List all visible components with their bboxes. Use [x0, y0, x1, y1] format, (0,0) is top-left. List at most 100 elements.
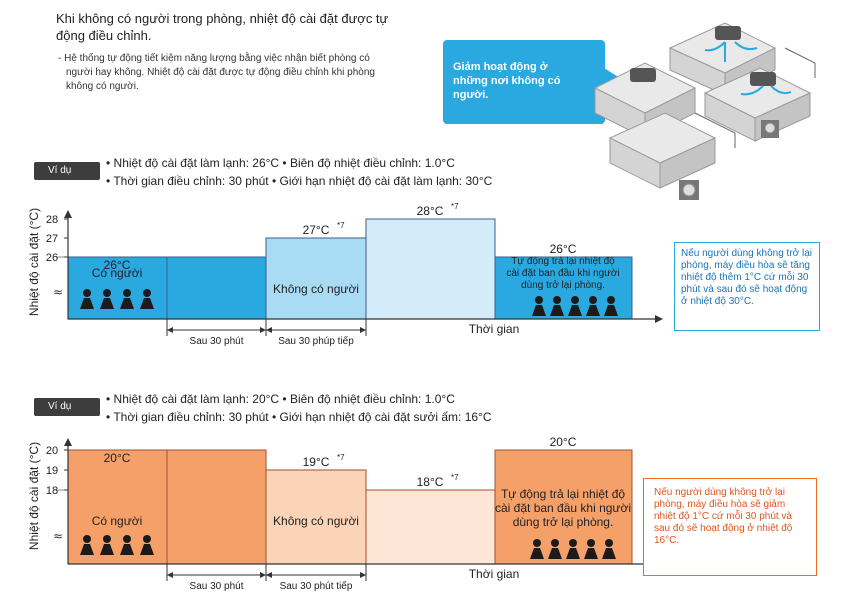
- interval-2-label: Sau 30 phúp tiếp: [278, 335, 354, 347]
- segment-3: [265, 237, 367, 320]
- example-1-line-2: • Thời gian điều chỉnh: 30 phút • Giới h…: [106, 174, 493, 188]
- person-right-2-head: [553, 296, 561, 304]
- example-1-note: Nếu người dùng không trở lại phòng, máy …: [674, 242, 820, 331]
- person-left-2-head: [103, 289, 111, 297]
- example-1-tag: Ví dụ: [34, 162, 100, 180]
- y-tick-label-20: 20: [46, 445, 58, 457]
- segment-2: [166, 449, 267, 565]
- segment-2: [166, 256, 267, 320]
- person-right-4-head: [587, 539, 595, 547]
- y-axis-label: Nhiệt độ cài đặt (°C): [27, 208, 41, 316]
- segment-4-label: 18°C: [417, 475, 444, 489]
- interval-1-label: Sau 30 phút: [190, 581, 244, 592]
- region-return-label-line-3: dùng trở lại phòng.: [513, 515, 614, 529]
- person-left-3-head: [123, 535, 131, 543]
- person-left-4-head: [143, 289, 151, 297]
- example-2-line-1: • Nhiệt độ cài đặt làm lạnh: 20°C • Biên…: [106, 392, 455, 406]
- region-vacant-label: Không có người: [273, 282, 359, 296]
- person-right-5-head: [605, 539, 613, 547]
- person-right-3-head: [571, 296, 579, 304]
- segment-1-label: 26°C: [104, 258, 131, 272]
- example-1-line-1: • Nhiệt độ cài đặt làm lạnh: 26°C • Biên…: [106, 156, 455, 170]
- region-return-label-line-2: cài đặt ban đầu khi người: [495, 501, 631, 515]
- person-right-1-body: [532, 305, 546, 316]
- segment-4: [365, 489, 496, 565]
- callout-text: Giảm hoạt động ở những nơi không có ngườ…: [453, 61, 561, 101]
- person-left-1-body: [80, 298, 94, 309]
- person-left-4-head: [143, 535, 151, 543]
- region-return-label-line-1: Tự động trả lại nhiệt độ: [501, 487, 625, 501]
- person-right-3-body: [566, 548, 580, 559]
- person-right-5-head: [607, 296, 615, 304]
- interval-2-arrow-start: [266, 572, 272, 578]
- region-vacant-label: Không có người: [273, 514, 359, 528]
- y-axis-arrow: [64, 210, 72, 218]
- segment-5-label: 20°C: [550, 435, 577, 449]
- x-axis-label: Thời gian: [469, 322, 520, 336]
- intro-note: - Hệ thống tự động tiết kiệm năng lượng …: [58, 53, 375, 92]
- person-left-2-head: [103, 535, 111, 543]
- interval-2-arrow-start: [266, 327, 272, 333]
- segment-3: [265, 469, 367, 565]
- person-left-4-body: [140, 544, 154, 555]
- x-axis-label: Thời gian: [469, 567, 520, 581]
- segment-3-label: 19°C: [303, 455, 330, 469]
- region-occupied-label: Có người: [92, 514, 143, 528]
- segment-3-footnote: *7: [337, 221, 345, 230]
- person-left-2-body: [100, 544, 114, 555]
- axis-break: ≈: [53, 285, 63, 299]
- chart-cooling: Nhiệt độ cài đặt (°C) 26 27 28 ≈26°C 27°C *7 28…: [27, 202, 663, 347]
- y-axis-arrow: [64, 438, 72, 446]
- callout-box: Giảm hoạt động ở những nơi không có ngườ…: [443, 40, 605, 124]
- region-return-label-line-2: cài đặt ban đầu khi người: [506, 267, 619, 279]
- person-right-5-body: [602, 548, 616, 559]
- person-left-2-body: [100, 298, 114, 309]
- office-illustration: [593, 22, 816, 200]
- person-right-1-head: [533, 539, 541, 547]
- chart-heating: Nhiệt độ cài đặt (°C) 18 19 20 ≈20°C 19°C *7 18…: [27, 435, 663, 592]
- person-right-1-body: [530, 548, 544, 559]
- segment-4-label: 28°C: [417, 204, 444, 218]
- region-occupied-label: Có người: [92, 266, 143, 280]
- region-return-label-line-3: dùng trở lại phòng.: [521, 279, 605, 291]
- interval-1-arrow-end: [260, 572, 266, 578]
- person-right-1-head: [535, 296, 543, 304]
- region-return-label-line-1: Tự động trả lại nhiệt độ: [511, 256, 615, 267]
- y-tick-label-18: 18: [46, 485, 58, 497]
- segment-3-label: 27°C: [303, 223, 330, 237]
- y-tick-label-27: 27: [46, 233, 58, 245]
- example-2-note: Nếu người dùng không trở lại phòng, máy …: [643, 478, 817, 576]
- person-right-3-head: [569, 539, 577, 547]
- segment-4: [365, 218, 496, 320]
- segment-5-label: 26°C: [550, 242, 577, 256]
- y-tick-label-28: 28: [46, 214, 58, 226]
- person-right-4-body: [586, 305, 600, 316]
- person-left-3-body: [120, 544, 134, 555]
- person-left-3-body: [120, 298, 134, 309]
- intro-title: Khi không có người trong phòng, nhiệt độ…: [56, 11, 389, 43]
- segment-1-label: 20°C: [104, 451, 131, 465]
- interval-2-arrow-end: [360, 572, 366, 578]
- segment-4-footnote: *7: [451, 473, 459, 482]
- segment-4-footnote: *7: [451, 202, 459, 211]
- interval-2-arrow-end: [360, 327, 366, 333]
- x-axis-arrow: [655, 315, 663, 323]
- person-right-4-body: [584, 548, 598, 559]
- person-right-2-body: [548, 548, 562, 559]
- interval-1-label: Sau 30 phút: [190, 336, 244, 347]
- person-right-4-head: [589, 296, 597, 304]
- interval-1-arrow-start: [167, 572, 173, 578]
- person-left-1-body: [80, 544, 94, 555]
- y-tick-label-19: 19: [46, 465, 58, 477]
- person-right-2-head: [551, 539, 559, 547]
- example-2-tag: Ví dụ: [34, 398, 100, 416]
- y-axis-label: Nhiệt độ cài đặt (°C): [27, 442, 41, 550]
- person-right-2-body: [550, 305, 564, 316]
- person-left-1-head: [83, 289, 91, 297]
- y-tick-label-26: 26: [46, 252, 58, 264]
- example-2-line-2: • Thời gian điều chỉnh: 30 phút • Giới h…: [106, 410, 492, 424]
- person-left-3-head: [123, 289, 131, 297]
- intro: Khi không có người trong phòng, nhiệt độ…: [56, 10, 396, 94]
- person-left-4-body: [140, 298, 154, 309]
- interval-2-label: Sau 30 phút tiếp: [280, 580, 353, 592]
